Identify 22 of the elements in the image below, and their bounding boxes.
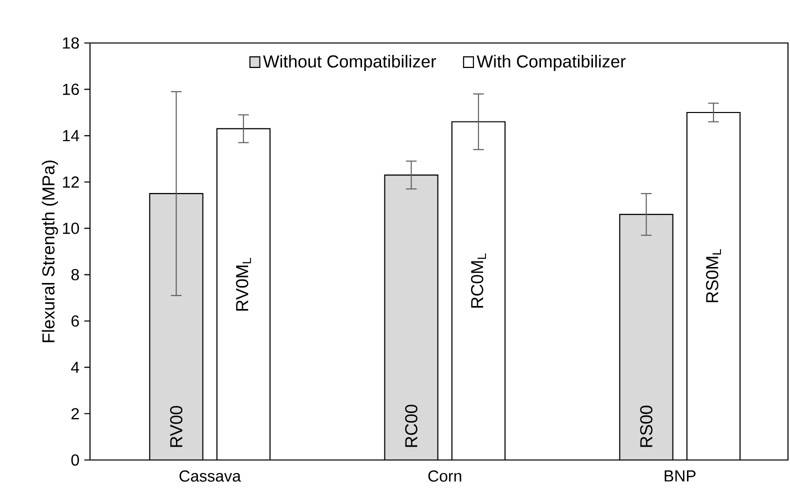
data-label: RV00 — [170, 406, 182, 447]
y-axis-title: Flexural Strength (MPa) — [42, 160, 58, 342]
legend-label: Without Compatibilizer — [263, 54, 436, 72]
y-tick-label: 0 — [71, 454, 79, 466]
data-label: RC0M$_{L}$ — [471, 254, 486, 308]
data-label: RS0M$_{L}$ — [706, 249, 721, 302]
data-label: RC00 — [405, 404, 418, 447]
y-tick-label: 14 — [63, 130, 80, 142]
y-tick-label: 16 — [63, 84, 79, 95]
x-tick-label: BNP — [664, 470, 696, 482]
y-tick-label: 12 — [63, 176, 79, 188]
y-tick-label: 18 — [63, 37, 79, 49]
x-tick-label: Corn — [428, 470, 462, 482]
y-tick-label: 4 — [71, 362, 80, 373]
y-tick-label: 10 — [63, 222, 79, 234]
y-tick-label: 8 — [71, 269, 79, 280]
y-tick-label: 6 — [72, 315, 79, 327]
data-label: RS00 — [640, 406, 652, 447]
legend-label: With Compatibilizer — [476, 54, 626, 72]
x-tick-label: Cassava — [180, 470, 241, 482]
data-label: RV0M$_{L}$ — [236, 258, 251, 311]
y-tick-label: 2 — [72, 408, 79, 420]
